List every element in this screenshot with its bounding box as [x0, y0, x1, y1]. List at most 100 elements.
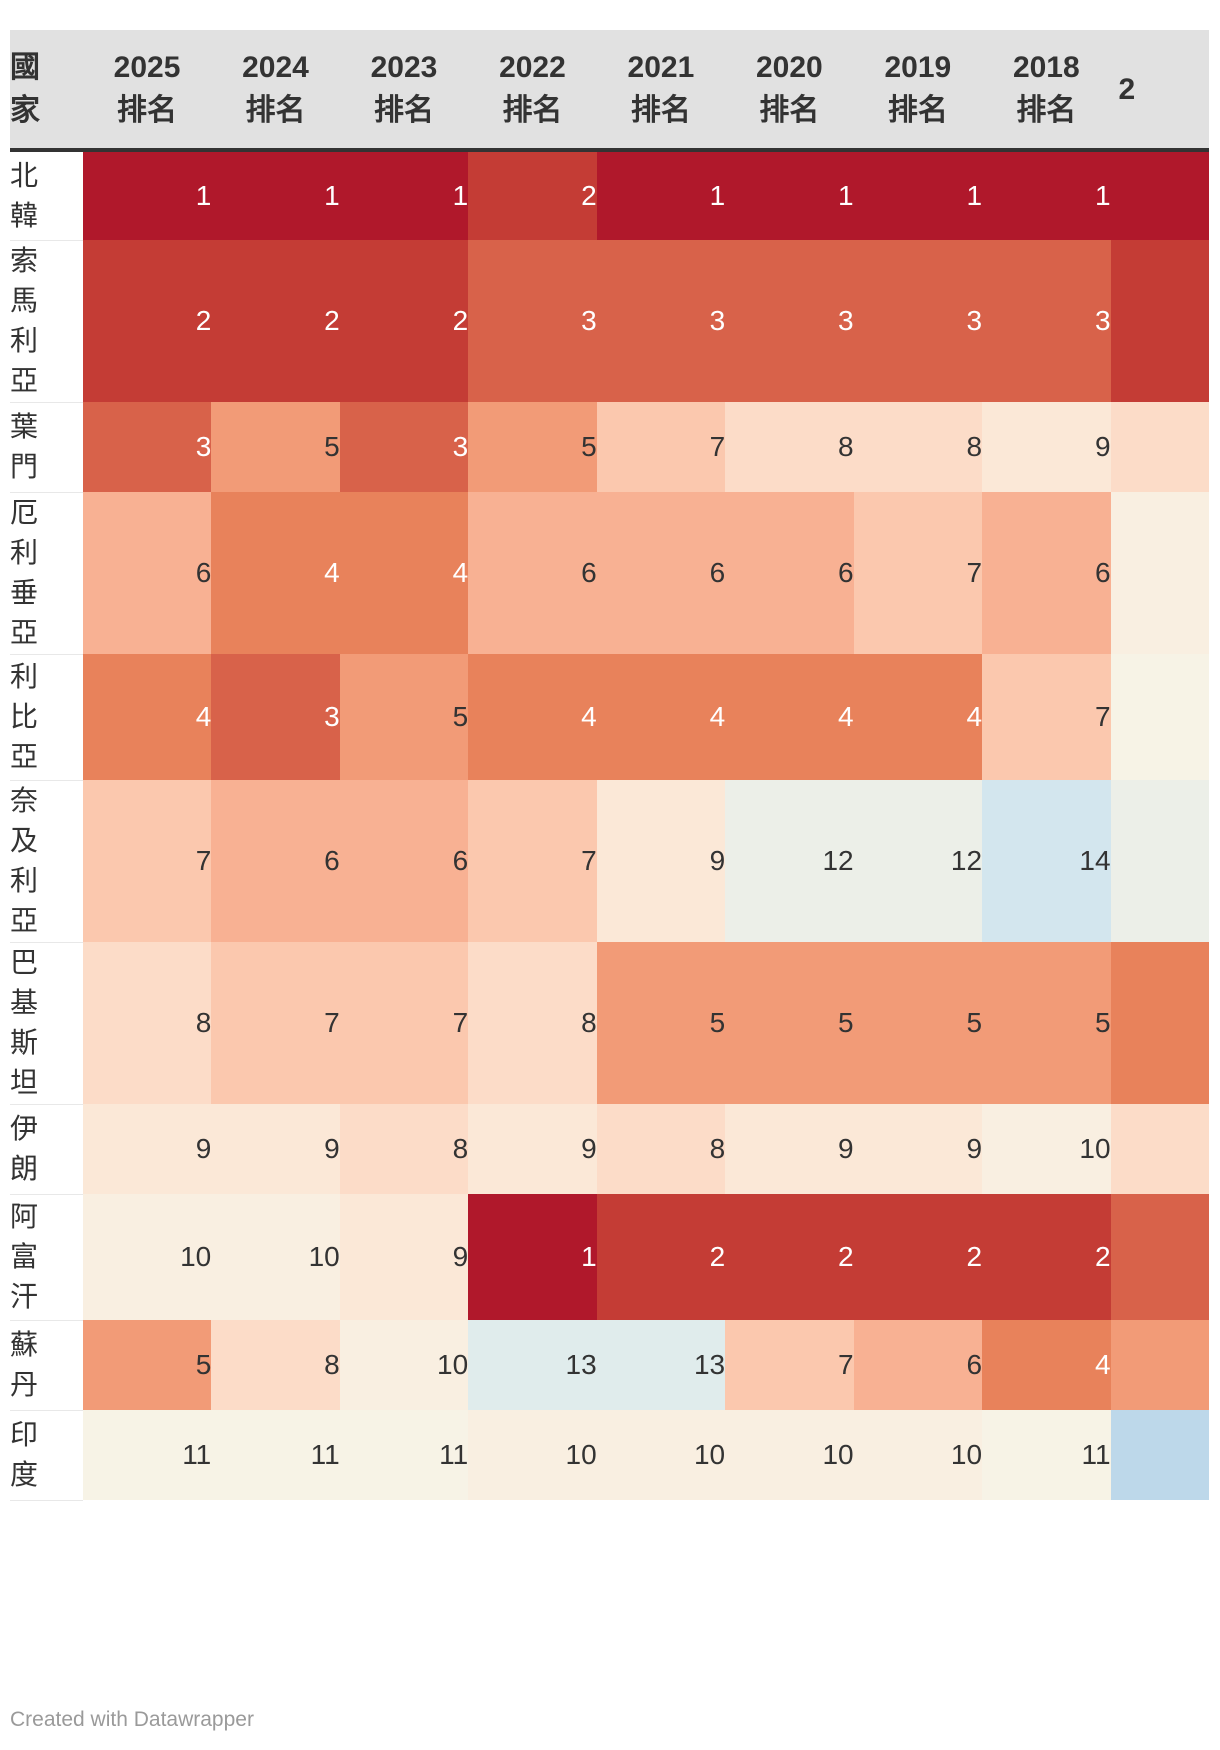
rank-cell: 10: [596, 1410, 726, 1500]
rank-cell: 2: [82, 240, 212, 402]
rank-cell: 4: [853, 654, 983, 780]
rank-value: 2: [709, 1241, 726, 1272]
rank-value: 9: [581, 1133, 597, 1164]
rank-value: 6: [195, 557, 212, 588]
rank-cell: 6: [982, 492, 1111, 654]
rank-value: 7: [581, 845, 597, 876]
rank-value: 1: [581, 1241, 597, 1272]
country-name-cell: 葉門: [10, 402, 83, 493]
column-header-2019[interactable]: 2019 排名: [853, 30, 983, 152]
rank-cell: 11: [82, 1410, 212, 1500]
rank-value: 4: [195, 701, 212, 732]
rank-cell: 3: [211, 654, 340, 780]
rank-value: 3: [452, 431, 469, 462]
rank-cell: 1: [82, 150, 212, 240]
rank-cell: 9: [853, 1104, 983, 1194]
rank-cell: 8: [339, 1104, 469, 1194]
rank-cell: 1: [339, 150, 469, 240]
rank-value: 9: [709, 845, 726, 876]
header-label: 排名: [373, 94, 434, 127]
rank-cell: 11: [211, 1410, 340, 1500]
rank-cell: 9: [596, 780, 726, 942]
rank-cell: 5: [339, 654, 469, 780]
table-row: 利比亞 4 3 5 4 4 4 4 7: [10, 654, 1209, 781]
rank-value: 3: [581, 305, 597, 336]
rank-cell-partial: [1110, 240, 1209, 402]
rank-cell: 3: [339, 402, 469, 492]
column-header-2024[interactable]: 2024 排名: [211, 30, 340, 152]
rank-cell: 9: [725, 1104, 854, 1194]
table-row: 奈及利亞 7 6 6 7 9 12 12 14: [10, 780, 1209, 943]
header-label: 排名: [887, 94, 948, 127]
header-year: 2025: [113, 51, 181, 84]
country-name-cell: 奈及利亞: [10, 780, 83, 943]
rank-cell: 4: [468, 654, 597, 780]
country-name: 伊朗: [10, 1112, 39, 1185]
rank-value: 9: [195, 1133, 212, 1164]
rank-cell: 3: [725, 240, 854, 402]
rank-cell: 1: [596, 150, 726, 240]
rank-cell: 9: [82, 1104, 212, 1194]
rank-value: 3: [324, 701, 340, 732]
rank-value: 8: [581, 1007, 597, 1038]
rank-cell: 10: [339, 1320, 469, 1410]
country-name: 奈及利亞: [10, 784, 39, 937]
header-year: 2021: [627, 51, 695, 84]
rank-cell: 4: [725, 654, 854, 780]
column-header-2025[interactable]: 2025 排名: [82, 30, 212, 152]
column-header-2021[interactable]: 2021 排名: [596, 30, 726, 152]
header-label: 排名: [759, 94, 820, 127]
rank-value: 3: [709, 305, 726, 336]
column-header-2023[interactable]: 2023 排名: [339, 30, 469, 152]
header-label: 排名: [630, 94, 691, 127]
rank-cell: 13: [596, 1320, 726, 1410]
rank-cell: 4: [339, 492, 469, 654]
rank-cell: 4: [82, 654, 212, 780]
rank-cell-partial: [1110, 1194, 1209, 1320]
rank-cell-partial: [1110, 780, 1209, 942]
rank-value: 6: [709, 557, 726, 588]
country-name: 索馬利亞: [10, 244, 39, 397]
rank-cell: 6: [725, 492, 854, 654]
table-row: 蘇丹 5 8 10 13 13 7 6 4: [10, 1320, 1209, 1411]
rank-value: 2: [324, 305, 340, 336]
rank-value: 1: [709, 180, 726, 211]
rank-cell: 11: [982, 1410, 1111, 1500]
rank-cell: 1: [982, 150, 1111, 240]
rank-cell: 10: [982, 1104, 1111, 1194]
rank-value: 12: [950, 845, 983, 876]
datawrapper-credit[interactable]: Created with Datawrapper: [10, 1708, 254, 1731]
country-name: 北韓: [10, 158, 39, 232]
column-header-2022[interactable]: 2022 排名: [468, 30, 597, 152]
country-name-cell: 利比亞: [10, 654, 83, 781]
header-year: 2019: [884, 51, 952, 84]
rank-cell-partial: [1110, 1320, 1209, 1410]
rank-cell: 10: [725, 1410, 854, 1500]
rank-value: 7: [195, 845, 212, 876]
rank-value: 6: [324, 845, 340, 876]
rank-cell: 14: [982, 780, 1111, 942]
rank-cell-partial: [1110, 1410, 1209, 1500]
rank-cell: 7: [82, 780, 212, 942]
rank-value: 5: [195, 1349, 212, 1380]
rank-value: 4: [966, 701, 983, 732]
rank-cell: 5: [211, 402, 340, 492]
rank-value: 3: [195, 431, 212, 462]
rank-value: 2: [838, 1241, 854, 1272]
rank-value: 7: [452, 1007, 469, 1038]
rank-cell: 13: [468, 1320, 597, 1410]
rank-value: 8: [838, 431, 854, 462]
rank-value: 8: [709, 1133, 726, 1164]
rank-cell: 3: [468, 240, 597, 402]
rank-cell: 7: [853, 492, 983, 654]
header-year: 2022: [499, 51, 566, 84]
country-name: 葉門: [10, 410, 39, 483]
column-header-2018[interactable]: 2018 排名: [982, 30, 1111, 152]
rank-value: 10: [180, 1241, 212, 1272]
column-header-country[interactable]: 國 家: [10, 30, 83, 152]
column-header-2020[interactable]: 2020 排名: [725, 30, 854, 152]
rank-value: 2: [966, 1241, 983, 1272]
rank-value: 2: [452, 305, 469, 336]
column-header-partial[interactable]: 2: [1110, 30, 1209, 152]
rank-cell: 2: [853, 1194, 983, 1320]
